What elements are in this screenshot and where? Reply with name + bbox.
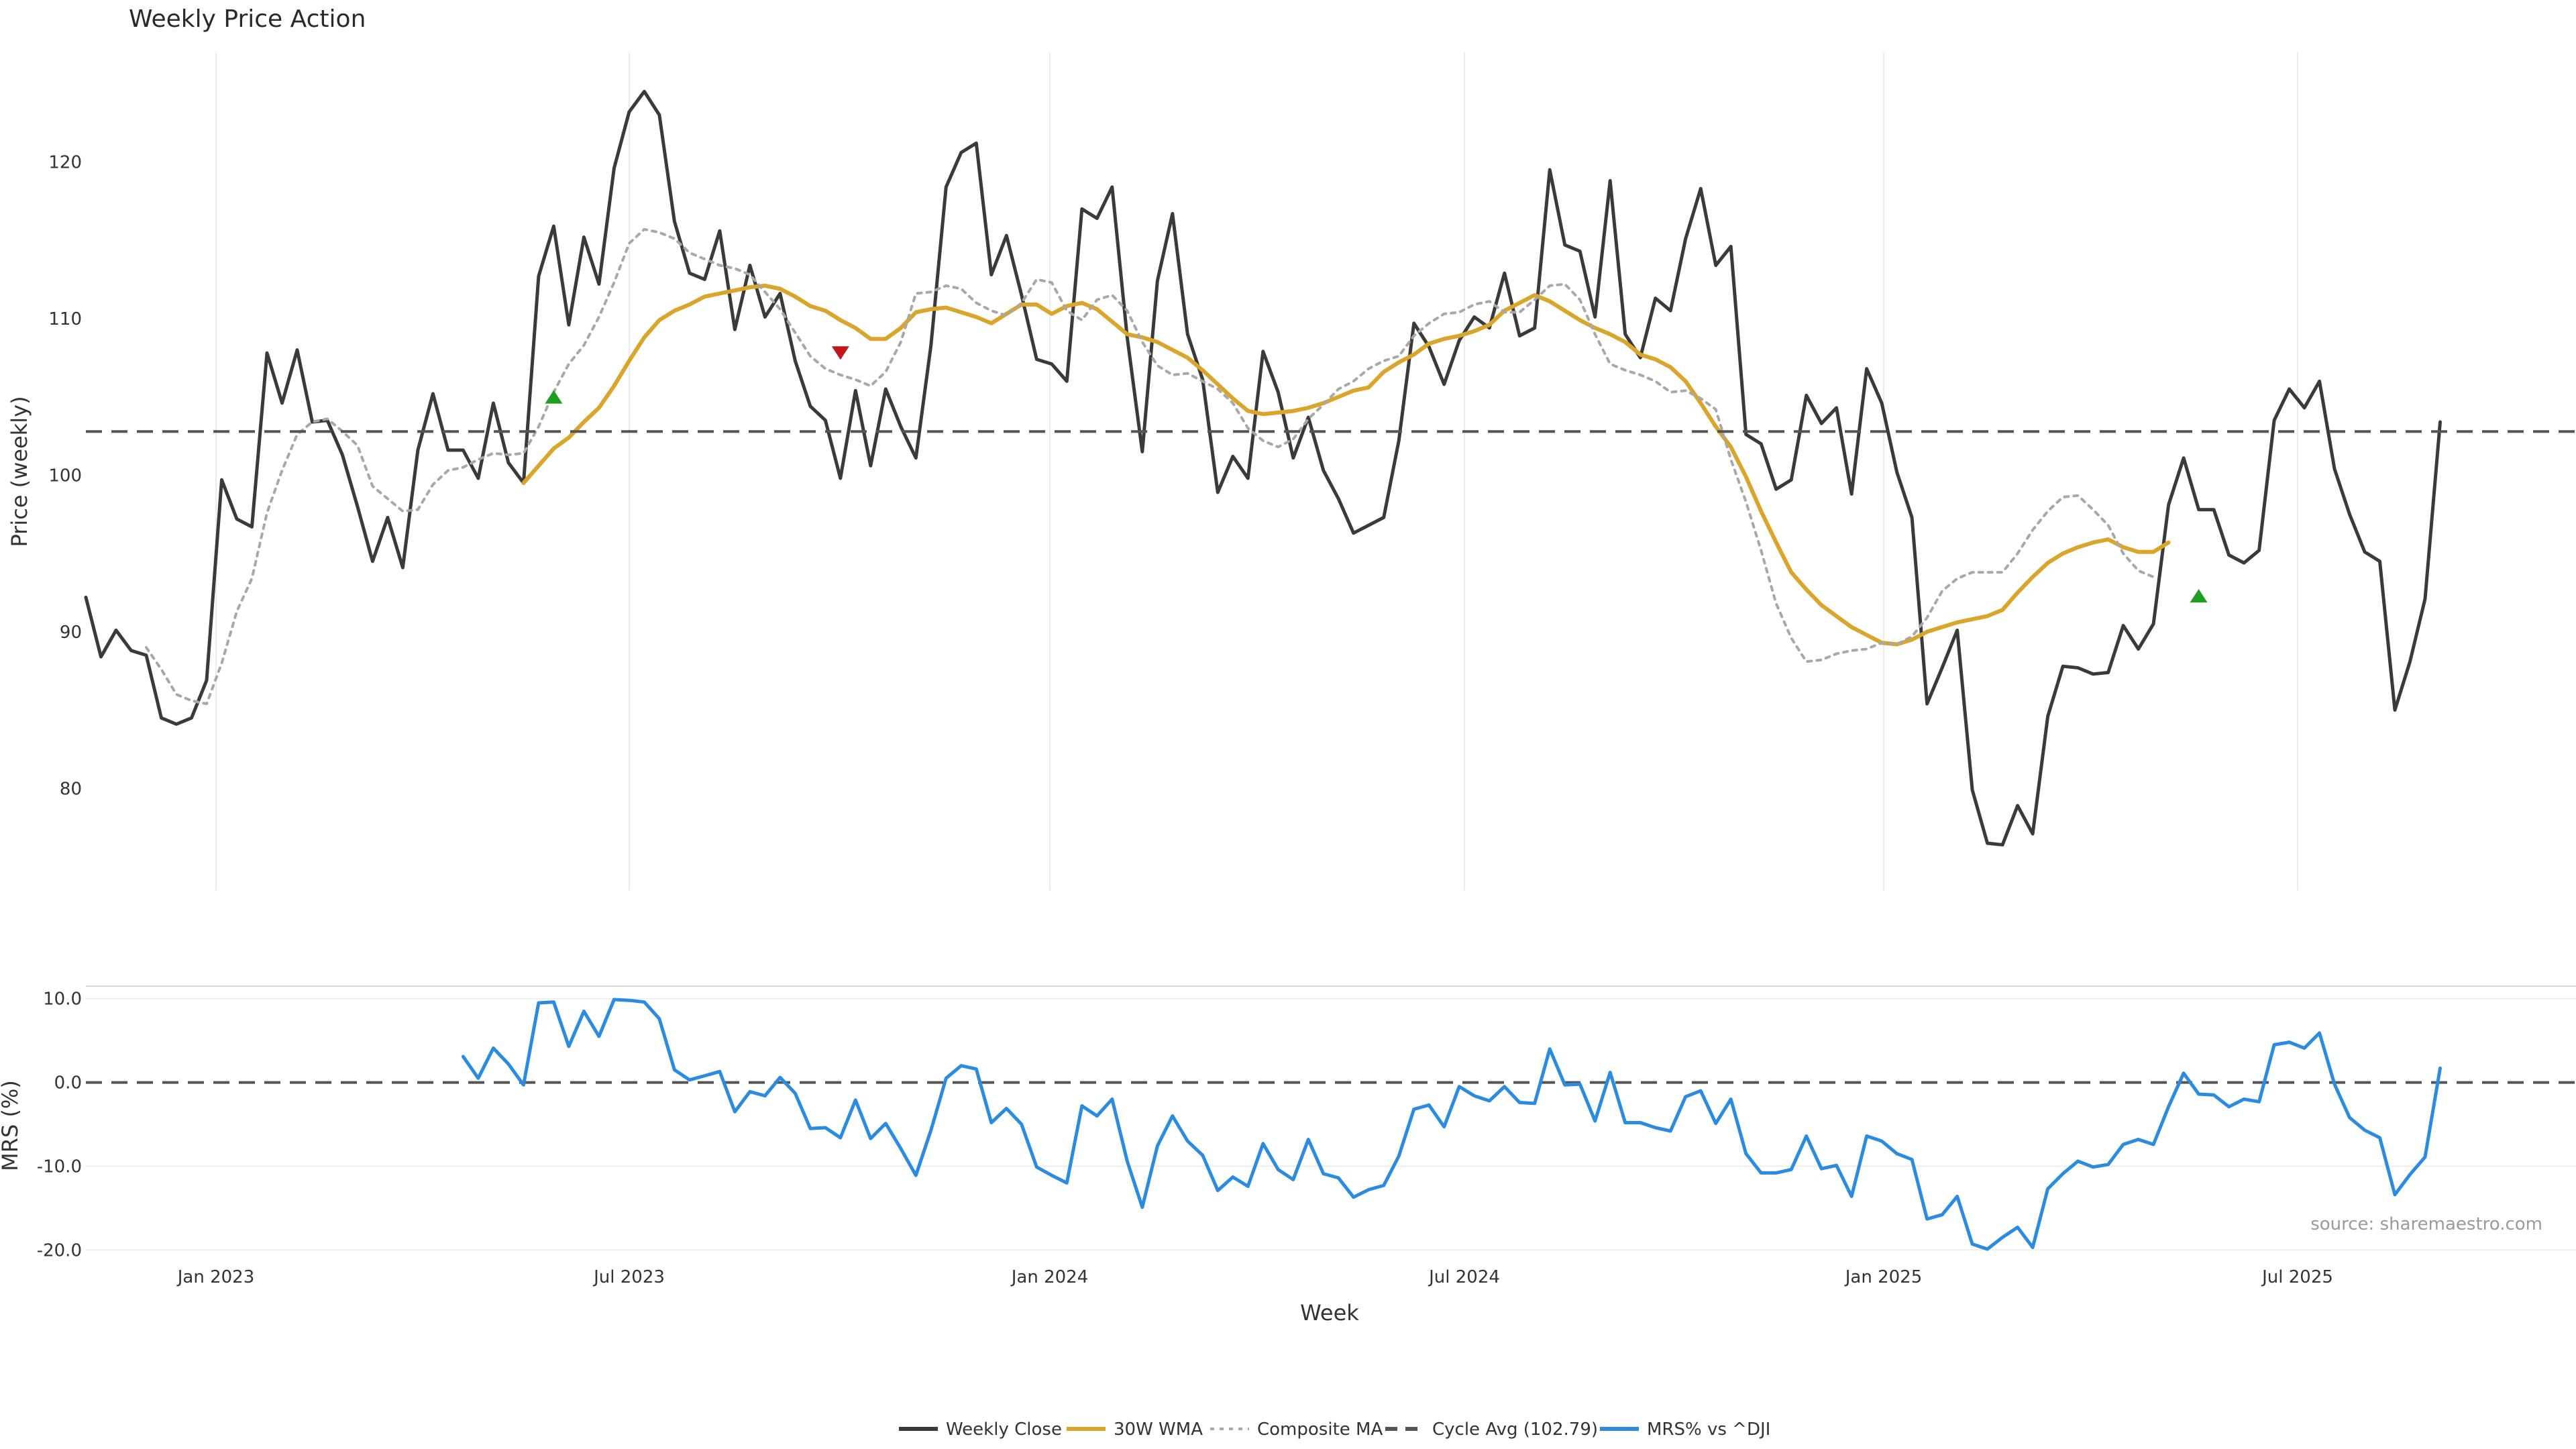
legend-item-label: 30W WMA [1114, 1419, 1203, 1440]
buy-signal-marker [545, 390, 563, 404]
legend-item-label: Cycle Avg (102.79) [1432, 1419, 1598, 1440]
mrs-panel: 10.0 0.0 -10.0 -20.0 Jan 2023 Jul 2023 Jan 202… [37, 985, 2576, 1287]
x-tick-label: Jul 2024 [1428, 1267, 1500, 1287]
mrs-y-tick-label: 10.0 [43, 989, 82, 1010]
mrs-y-tick-label: -10.0 [37, 1157, 82, 1177]
chart-title: Weekly Price Action [129, 5, 366, 33]
mrs-y-tick-label: 0.0 [54, 1073, 82, 1093]
x-tick-label: Jan 2025 [1844, 1267, 1923, 1287]
sell-signal-marker [831, 346, 849, 360]
series-weekly-close-line [84, 89, 2442, 847]
legend-item-label: Weekly Close [946, 1419, 1062, 1440]
legend: Weekly Close 30W WMA Composite MA Cycle Avg… [899, 1419, 1770, 1440]
x-tick-label: Jul 2023 [592, 1267, 665, 1287]
price-panel: 80 90 100 110 120 [48, 52, 2576, 890]
x-axis-label: Week [1300, 1300, 1359, 1326]
legend-item-label: Composite MA [1257, 1419, 1383, 1440]
source-note: source: sharemaestro.com [2310, 1214, 2542, 1234]
price-y-tick-label: 120 [48, 152, 82, 172]
series-30w-wma-line [521, 283, 2171, 647]
series-mrs-vs-dji-line [461, 998, 2442, 1251]
x-tick-label: Jul 2025 [2261, 1267, 2333, 1287]
price-y-tick-label: 100 [48, 466, 82, 486]
price-y-tick-label: 90 [60, 623, 82, 643]
x-tick-label: Jan 2023 [176, 1267, 255, 1287]
legend-item-label: MRS% vs ^DJI [1647, 1419, 1770, 1440]
mrs-y-axis-label: MRS (%) [0, 1080, 23, 1171]
price-y-tick-label: 80 [60, 779, 82, 799]
series-composite-ma-line [145, 227, 2155, 706]
price-y-axis-label: Price (weekly) [7, 396, 32, 547]
price-y-tick-label: 110 [48, 309, 82, 329]
buy-signal-marker [2190, 589, 2208, 603]
mrs-y-tick-label: -20.0 [37, 1240, 82, 1260]
x-tick-label: Jan 2024 [1010, 1267, 1089, 1287]
